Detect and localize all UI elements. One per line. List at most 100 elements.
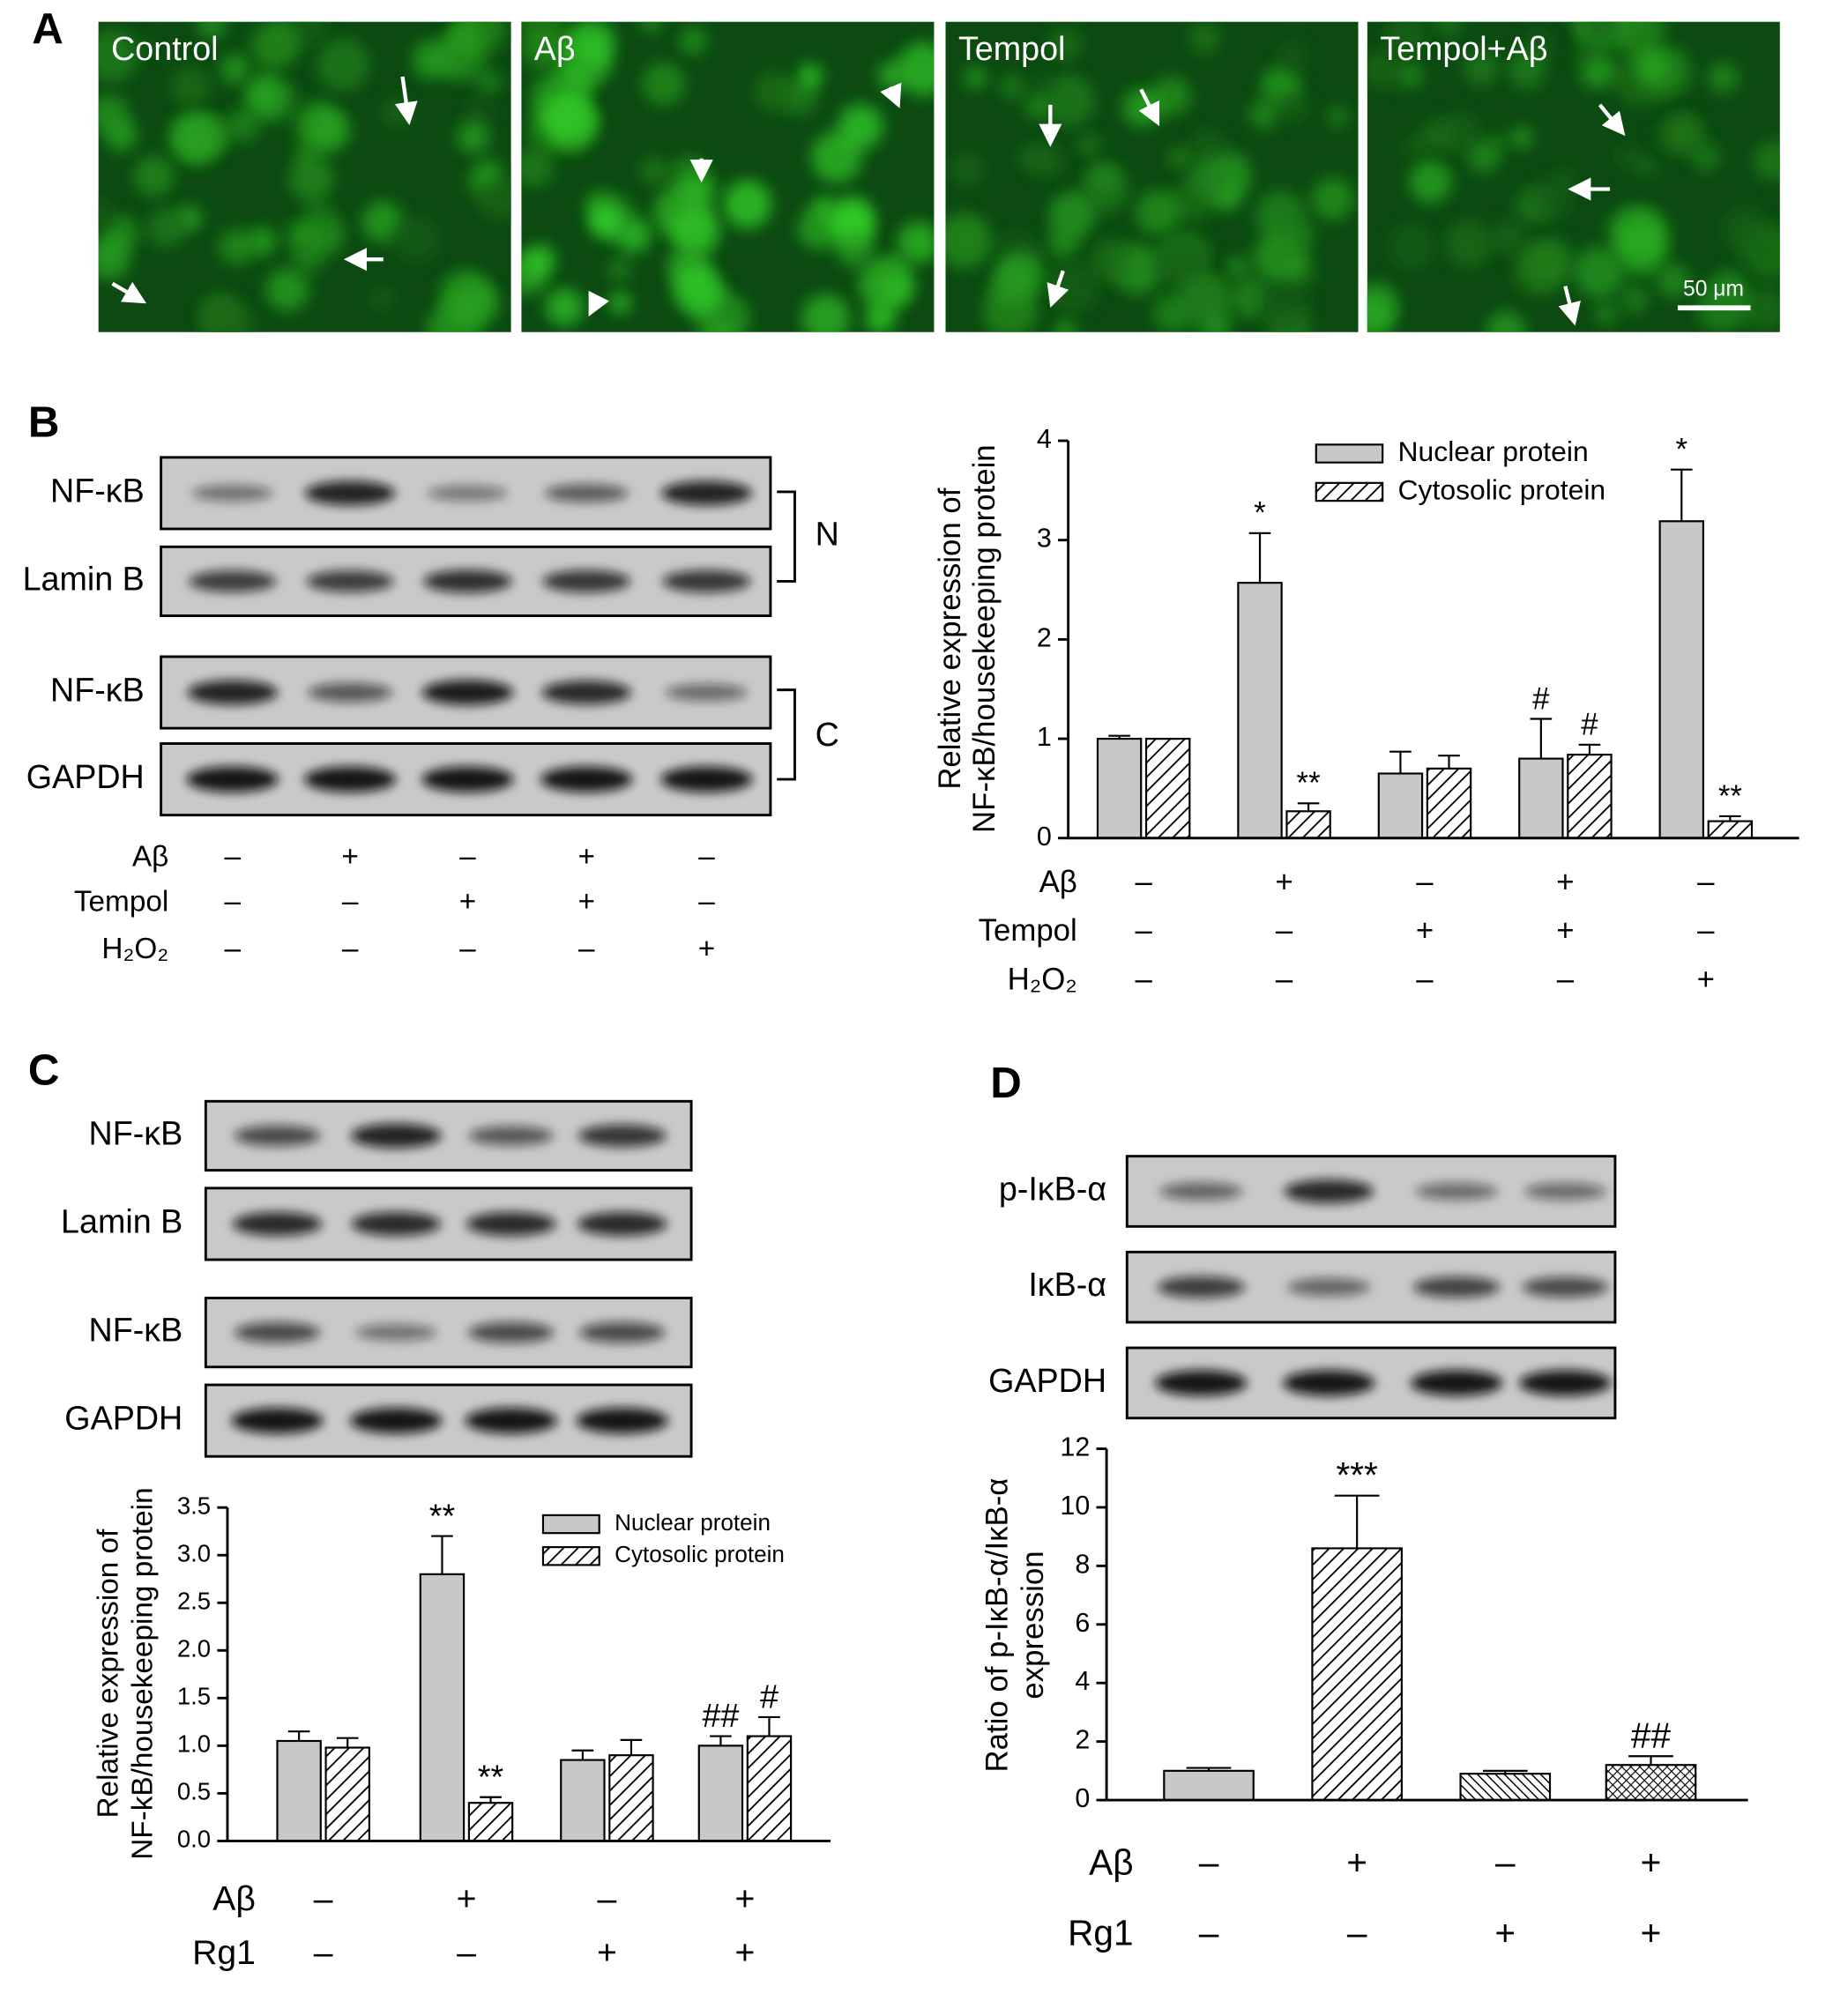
y-axis-label: Relative expression of bbox=[934, 487, 967, 789]
cell bbox=[98, 94, 130, 135]
blot-band bbox=[665, 683, 748, 702]
error-bar bbox=[1248, 532, 1271, 584]
significance-label: ** bbox=[1718, 780, 1742, 814]
error-bar bbox=[758, 1715, 780, 1737]
condition-value: – bbox=[225, 933, 242, 965]
condition-value: – bbox=[1276, 914, 1293, 948]
cell bbox=[1740, 285, 1780, 331]
condition-label: Aβ bbox=[132, 841, 168, 874]
cell bbox=[1635, 50, 1670, 85]
condition-label: Aβ bbox=[1039, 866, 1077, 899]
arrow bbox=[1598, 103, 1626, 137]
condition-value: + bbox=[1556, 914, 1574, 948]
cell bbox=[1754, 140, 1780, 182]
cell bbox=[1311, 177, 1354, 220]
cell bbox=[521, 147, 555, 189]
cell bbox=[1444, 219, 1493, 268]
error-bar bbox=[1186, 1767, 1232, 1771]
cell bbox=[1262, 280, 1310, 329]
arrow bbox=[1047, 270, 1069, 309]
cell bbox=[569, 21, 615, 66]
y-tick-label: 3.0 bbox=[177, 1539, 211, 1566]
error-bar bbox=[1438, 755, 1460, 769]
condition-value: + bbox=[577, 885, 594, 918]
cell bbox=[288, 155, 334, 202]
y-tick-label: 6 bbox=[1075, 1608, 1090, 1638]
condition-value: + bbox=[457, 1880, 477, 1918]
cell bbox=[801, 294, 851, 332]
cell bbox=[1327, 106, 1349, 128]
panel-letter: C bbox=[28, 1045, 60, 1094]
condition-label: Rg1 bbox=[192, 1934, 256, 1972]
arrow bbox=[1558, 286, 1581, 326]
cell bbox=[1486, 310, 1526, 332]
bar bbox=[1096, 737, 1143, 839]
blot-band bbox=[579, 1322, 666, 1343]
blot-band bbox=[231, 1408, 324, 1434]
cell bbox=[147, 207, 187, 248]
error-bar bbox=[1334, 1494, 1380, 1549]
cell bbox=[1048, 191, 1097, 240]
bar bbox=[467, 1802, 514, 1842]
cell bbox=[1169, 147, 1191, 169]
cell bbox=[608, 291, 632, 315]
blot-label: NF-κB bbox=[50, 671, 145, 708]
micrograph-label: Aβ bbox=[534, 30, 576, 67]
error-bar bbox=[620, 1738, 643, 1756]
cell bbox=[1253, 230, 1309, 286]
y-tick-label: 10 bbox=[1060, 1491, 1090, 1521]
condition-value: – bbox=[459, 933, 476, 965]
panel-letters: A B C D bbox=[28, 4, 1022, 1107]
error-bar bbox=[710, 1735, 732, 1746]
significance-label: ** bbox=[478, 1758, 504, 1795]
cell bbox=[316, 37, 370, 92]
cell bbox=[245, 77, 280, 113]
blot-label: Lamin B bbox=[23, 560, 145, 597]
cell bbox=[1188, 158, 1228, 198]
cell bbox=[642, 62, 686, 106]
cell bbox=[1635, 156, 1657, 177]
blot-band bbox=[661, 480, 752, 506]
cell bbox=[877, 61, 906, 90]
bar bbox=[276, 1739, 322, 1842]
cell bbox=[1419, 119, 1452, 152]
significance-label: ## bbox=[702, 1697, 739, 1734]
y-tick-label: 1 bbox=[1037, 722, 1052, 752]
fraction-label: C bbox=[816, 716, 839, 753]
cell bbox=[265, 268, 309, 312]
panel-letter: B bbox=[28, 398, 60, 447]
cell bbox=[965, 67, 987, 89]
cell bbox=[198, 299, 256, 332]
y-tick-label: 2.0 bbox=[177, 1635, 211, 1663]
blot-band bbox=[1159, 1182, 1243, 1201]
cell bbox=[1578, 21, 1618, 42]
arrow bbox=[588, 290, 609, 316]
blot-band bbox=[1413, 1276, 1501, 1298]
error-bar bbox=[287, 1730, 310, 1741]
cell bbox=[168, 111, 222, 165]
bar bbox=[697, 1744, 744, 1842]
cell bbox=[588, 203, 624, 240]
cell bbox=[1610, 21, 1665, 59]
cell bbox=[132, 37, 154, 59]
condition-value: + bbox=[1494, 1912, 1516, 1953]
bar bbox=[608, 1754, 654, 1842]
condition-value: – bbox=[698, 841, 715, 874]
cell bbox=[672, 266, 721, 316]
error-bar bbox=[1297, 802, 1320, 812]
cell bbox=[607, 257, 632, 282]
condition-value: + bbox=[1346, 1842, 1367, 1883]
cell bbox=[897, 41, 935, 96]
error-bar bbox=[1108, 734, 1130, 740]
blot-band bbox=[1157, 1276, 1245, 1298]
condition-label: H₂O₂ bbox=[101, 933, 168, 965]
micrograph-label: Control bbox=[111, 30, 218, 67]
condition-value: + bbox=[459, 885, 476, 918]
significance-label: ** bbox=[1297, 767, 1321, 800]
bar bbox=[1707, 820, 1754, 839]
cell bbox=[1620, 286, 1649, 313]
cell bbox=[551, 101, 598, 148]
significance-label: ## bbox=[1631, 1715, 1672, 1756]
y-tick-label: 2 bbox=[1075, 1725, 1090, 1755]
